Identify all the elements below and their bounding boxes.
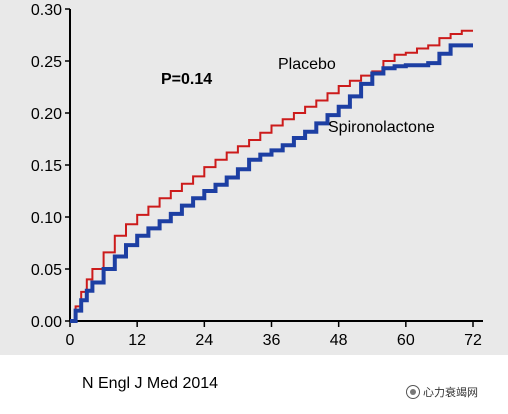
km-chart: 0.00 0.05 0.10 0.15 0.20 0.25 0.30 0 12 24 36 48 60 7… bbox=[31, 2, 483, 349]
x-tick-label: 36 bbox=[263, 332, 281, 349]
series-label-placebo: Placebo bbox=[278, 56, 336, 73]
series-label-spironolactone: Spironolactone bbox=[328, 119, 435, 136]
x-tick-label: 0 bbox=[66, 332, 75, 349]
y-tick-label: 0.05 bbox=[31, 262, 62, 279]
y-tick-label: 0.15 bbox=[31, 158, 62, 175]
chart-axes: 0.00 0.05 0.10 0.15 0.20 0.25 0.30 0 12 24 36 48 60 7… bbox=[31, 2, 483, 349]
p-value-annotation: P=0.14 bbox=[161, 71, 212, 88]
x-tick-label: 24 bbox=[195, 332, 213, 349]
x-tick-label: 60 bbox=[397, 332, 415, 349]
watermark-logo-icon bbox=[406, 385, 420, 399]
chart-labels-layer: Placebo Spironolactone P=0.14 bbox=[161, 56, 435, 136]
y-tick-label: 0.25 bbox=[31, 54, 62, 71]
chart-series-layer bbox=[70, 29, 473, 323]
y-tick-label: 0.00 bbox=[31, 314, 62, 331]
citation-text: N Engl J Med 2014 bbox=[82, 375, 219, 392]
series-line-placebo bbox=[70, 29, 473, 322]
watermark-text: 心力衰竭网 bbox=[423, 386, 478, 399]
x-tick-label: 12 bbox=[128, 332, 146, 349]
plot-area bbox=[0, 0, 508, 355]
y-tick-label: 0.20 bbox=[31, 106, 62, 123]
series-line-spironolactone bbox=[70, 43, 473, 323]
x-tick-label: 72 bbox=[464, 332, 482, 349]
watermark: 心力衰竭网 bbox=[406, 384, 478, 400]
x-tick-label: 48 bbox=[330, 332, 348, 349]
y-tick-label: 0.30 bbox=[31, 2, 62, 19]
y-tick-label: 0.10 bbox=[31, 210, 62, 227]
